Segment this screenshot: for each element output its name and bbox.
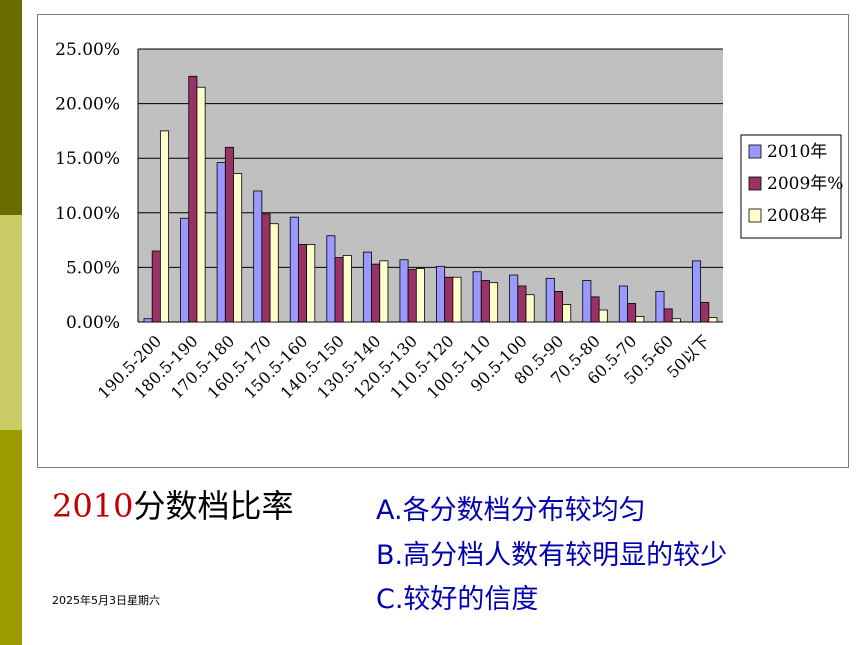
bar — [261, 213, 271, 323]
bar — [655, 291, 665, 323]
bar — [480, 280, 490, 323]
bar — [306, 244, 316, 323]
bar — [342, 254, 352, 323]
bar — [627, 303, 637, 323]
legend-swatch — [748, 176, 762, 191]
bar — [216, 162, 226, 323]
slide-date: 2025年5月3日星期六 — [52, 594, 160, 607]
bar — [298, 244, 308, 323]
note-b: B.高分档人数有较明显的较少 — [376, 540, 728, 571]
y-tick-label: 20.00% — [55, 95, 120, 115]
bar — [700, 301, 710, 323]
bar — [407, 269, 417, 323]
sidebar-middle-block — [0, 215, 22, 430]
y-tick-label: 25.00% — [55, 40, 120, 60]
bar — [159, 130, 169, 323]
legend-label: 2010年 — [767, 142, 827, 162]
bar — [509, 274, 519, 323]
bar — [362, 251, 372, 323]
bar — [180, 217, 190, 323]
y-tick-label: 5.00% — [66, 258, 120, 278]
y-tick-label: 0.00% — [66, 313, 120, 333]
bar — [289, 216, 299, 323]
legend-label: 2008年 — [767, 206, 827, 226]
bar — [472, 271, 482, 323]
chart-frame: 25.00% 20.00% 15.00% 10.00% 5.00% 0.00% 190.5-… — [37, 14, 849, 468]
bar — [671, 318, 681, 323]
bar — [444, 276, 454, 323]
bar — [562, 304, 572, 323]
bar — [143, 318, 153, 323]
bar — [553, 291, 563, 323]
bar — [635, 316, 645, 323]
bar — [269, 223, 279, 323]
bar — [708, 317, 718, 323]
bar — [379, 260, 389, 323]
bar — [489, 282, 499, 323]
heading-year: 2010 — [52, 487, 134, 525]
bar — [692, 260, 702, 323]
sidebar-bottom-block — [0, 430, 22, 645]
bar — [598, 309, 608, 323]
bar-chart: 25.00%20.00%15.00%10.00%5.00%0.00%190.5-… — [55, 40, 843, 403]
bar — [196, 86, 206, 323]
bar — [517, 285, 527, 323]
bar — [436, 265, 446, 323]
bar — [334, 257, 344, 323]
sidebar-top-block — [0, 0, 22, 215]
bar — [618, 285, 628, 323]
legend-swatch — [748, 144, 762, 159]
bar — [545, 277, 555, 323]
y-tick-label: 10.00% — [55, 204, 120, 224]
legend-label: 2009年% — [767, 174, 843, 194]
bar — [590, 296, 600, 323]
bar — [188, 75, 198, 323]
bar — [224, 146, 234, 323]
bar — [415, 268, 425, 323]
bar — [253, 190, 263, 323]
heading-text: 分数档比率 — [133, 487, 294, 525]
bar — [525, 294, 535, 323]
legend-swatch — [748, 208, 762, 223]
bar — [326, 235, 336, 323]
slide-heading: 2010分数档比率 — [52, 486, 293, 526]
y-tick-label: 15.00% — [55, 149, 120, 169]
note-a: A.各分数档分布较均匀 — [376, 495, 646, 526]
bar — [399, 259, 409, 323]
bar — [371, 263, 381, 323]
bar — [452, 276, 462, 323]
bar — [233, 173, 243, 323]
bar — [582, 280, 592, 323]
bar — [151, 250, 161, 323]
bar — [663, 308, 673, 323]
note-c: C.较好的信度 — [376, 584, 539, 615]
